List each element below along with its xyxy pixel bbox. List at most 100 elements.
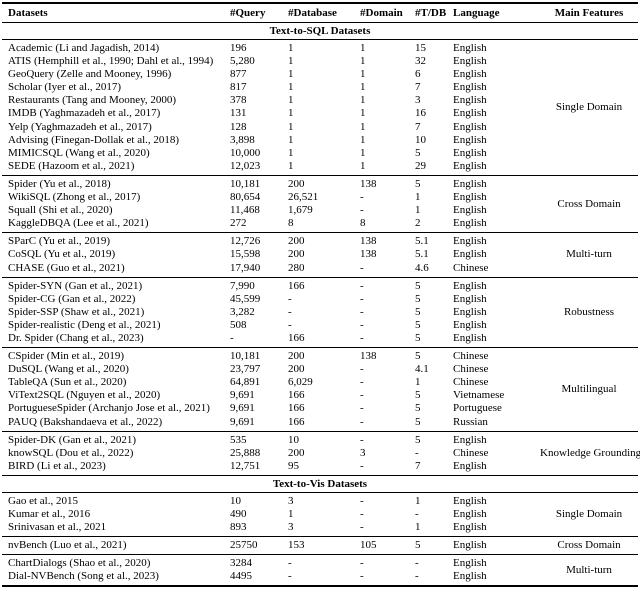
table-row: ATIS (Hemphill et al., 1990; Dahl et al.…	[2, 55, 638, 68]
cell-database: 1	[288, 107, 294, 120]
cell-domain: 138	[360, 350, 377, 363]
cell-database: 166	[288, 389, 305, 402]
cell-datasets: IMDB (Yaghmazadeh et al., 2017)	[8, 107, 161, 120]
cell-domain: 1	[360, 94, 366, 107]
cell-t-db: 5	[415, 279, 421, 292]
cell-datasets: Academic (Li and Jagadish, 2014)	[8, 42, 160, 54]
cell-query: 15,598	[230, 248, 261, 261]
cell-domain: -	[360, 557, 364, 570]
cell-main-features: Multi-turn	[566, 563, 612, 576]
cell-domain: -	[360, 508, 364, 520]
cell-datasets: Restaurants (Tang and Mooney, 2000)	[8, 94, 177, 107]
cell-database: 153	[288, 539, 305, 552]
cell-datasets: Yelp (Yaghmazadeh et al., 2017)	[8, 120, 152, 133]
cell-database: 1	[288, 133, 294, 146]
dataset-group: Academic (Li and Jagadish, 2014) 196 1 1 15 E…	[2, 39, 638, 176]
table-row: IMDB (Yaghmazadeh et al., 2017) 131 1 1 16 En…	[2, 107, 638, 120]
cell-t-db: 5	[415, 415, 421, 428]
cell-database: 1	[288, 68, 294, 81]
cell-domain: -	[360, 459, 364, 472]
cell-database: -	[288, 557, 292, 570]
cell-query: 817	[230, 81, 247, 94]
cell-database: 6,029	[288, 376, 313, 389]
cell-t-db: 5	[415, 305, 421, 318]
cell-query: 508	[230, 318, 247, 331]
section-title: Text-to-SQL Datasets	[2, 22, 638, 40]
cell-database: 166	[288, 331, 305, 344]
cell-datasets: SParC (Yu et al., 2019)	[8, 235, 111, 248]
section-header-row: Text-to-Vis Datasets	[2, 474, 638, 493]
cell-domain: 138	[360, 235, 377, 248]
cell-domain: -	[360, 415, 364, 428]
cell-language: English	[453, 248, 487, 261]
cell-domain: 105	[360, 539, 377, 552]
cell-t-db: 2	[415, 217, 421, 230]
cell-language: English	[453, 177, 487, 190]
cell-query: 45,599	[230, 292, 261, 305]
cell-datasets: WikiSQL (Zhong et al., 2017)	[8, 191, 141, 204]
cell-t-db: 1	[415, 494, 421, 507]
table-row: Gao et al., 2015 10 3-1 English Single Domai…	[2, 492, 638, 520]
cell-database: 3	[288, 521, 294, 534]
cell-datasets: CSpider (Min et al., 2019)	[8, 350, 125, 363]
cell-database: 26,521	[288, 191, 319, 204]
cell-database: 200	[288, 235, 305, 248]
cell-query: 893	[230, 521, 247, 534]
cell-t-db: 5	[415, 331, 421, 344]
cell-language: English	[453, 570, 487, 583]
cell-query: 877	[230, 68, 247, 81]
cell-t-db: 1	[415, 204, 421, 217]
cell-domain: 1	[360, 42, 366, 54]
cell-t-db: 7	[415, 81, 421, 94]
cell-datasets: CHASE (Guo et al., 2021)	[8, 261, 125, 274]
cell-t-db: 15	[415, 42, 426, 54]
cell-t-db: 4.1	[415, 363, 429, 376]
cell-domain: -	[360, 292, 364, 305]
cell-language: Chinese	[453, 376, 489, 389]
cell-datasets: Scholar (Iyer et al., 2017)	[8, 81, 122, 94]
cell-database: 1	[288, 55, 294, 68]
cell-language: English	[453, 508, 487, 520]
cell-language: English	[453, 120, 487, 133]
section-title: Text-to-Vis Datasets	[2, 474, 638, 493]
cell-t-db: 10	[415, 133, 426, 146]
cell-query: 5,280	[230, 55, 255, 68]
cell-datasets: Spider-DK (Gan et al., 2021)	[8, 433, 137, 446]
cell-language: English	[453, 81, 487, 94]
cell-database: 200	[288, 363, 305, 376]
cell-main-features: Single Domain	[555, 508, 623, 520]
cell-main-features: Robustness	[563, 305, 615, 318]
cell-t-db: 7	[415, 459, 421, 472]
header-row: Datasets #Query #Database #Domain #T/DB Langu…	[2, 3, 638, 23]
cell-t-db: -	[415, 557, 419, 570]
table-row: Yelp (Yaghmazadeh et al., 2017) 128 1 1 7 Eng…	[2, 121, 638, 134]
table-row: PAUQ (Bakshandaeva et al., 2022) 9,691 166…	[2, 416, 638, 432]
cell-t-db: 5	[415, 433, 421, 446]
table-row: Kumar et al., 2016 490 1 - - English	[2, 508, 638, 521]
table-row: KaggleDBQA (Lee et al., 2021) 272 8 8 2 Engli…	[2, 217, 638, 233]
cell-database: 200	[288, 248, 305, 261]
table-row: SEDE (Hazoom et al., 2021) 12,023 1 1 29 Engl…	[2, 160, 638, 176]
cell-t-db: 16	[415, 107, 426, 120]
cell-language: English	[453, 433, 487, 446]
cell-database: 166	[288, 402, 305, 415]
cell-query: 7,990	[230, 279, 255, 292]
cell-domain: -	[360, 494, 364, 507]
cell-language: English	[453, 539, 487, 552]
cell-domain: 1	[360, 107, 366, 120]
dataset-group: Spider-SYN (Gan et al., 2021) 7,990 166-5 E…	[2, 277, 638, 347]
cell-domain: 1	[360, 120, 366, 133]
cell-language: Chinese	[453, 363, 489, 376]
cell-language: English	[453, 331, 487, 344]
dataset-group: ChartDialogs (Shao et al., 2020) 3284- - - E…	[2, 554, 638, 587]
cell-query: 12,726	[230, 235, 261, 248]
cell-query: 272	[230, 217, 247, 230]
cell-language: English	[453, 305, 487, 318]
cell-datasets: MIMICSQL (Wang et al., 2020)	[8, 146, 150, 159]
cell-datasets: Squall (Shi et al., 2020)	[8, 204, 113, 217]
cell-language: English	[453, 235, 487, 248]
cell-main-features: Cross Domain	[557, 539, 621, 552]
cell-query: 25,888	[230, 446, 261, 459]
table-row: Spider-CG (Gan et al., 2022) 45,599 - - 5 Eng…	[2, 293, 638, 306]
